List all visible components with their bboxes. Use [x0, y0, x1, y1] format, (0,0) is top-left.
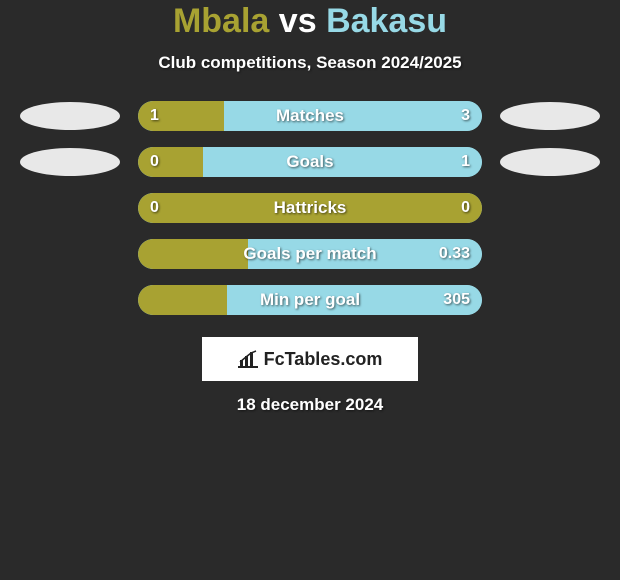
comparison-row: 0 Hattricks 0	[0, 193, 620, 223]
stat-value-p2: 0	[461, 199, 470, 217]
stat-value-p2: 3	[461, 107, 470, 125]
player2-name: Bakasu	[326, 2, 447, 40]
stat-label: Goals per match	[243, 244, 376, 264]
bar-fill-p1	[138, 147, 203, 177]
player1-badge	[20, 102, 120, 130]
date: 18 december 2024	[0, 395, 620, 415]
chart-icon	[238, 350, 258, 368]
subtitle: Club competitions, Season 2024/2025	[0, 53, 620, 73]
stat-value-p1: 1	[150, 107, 159, 125]
stat-label: Goals	[286, 152, 333, 172]
comparison-rows: 1 Matches 3 0 Goals 1 0 Hattricks 0 Goals per mat…	[0, 101, 620, 315]
comparison-row: Min per goal 305	[0, 285, 620, 315]
player2-badge	[500, 148, 600, 176]
bar-fill-p1	[138, 285, 227, 315]
stat-label: Matches	[276, 106, 344, 126]
stat-value-p2: 305	[443, 291, 470, 309]
stat-value-p2: 0.33	[439, 245, 470, 263]
comparison-row: 1 Matches 3	[0, 101, 620, 131]
player1-badge	[20, 148, 120, 176]
stat-label: Min per goal	[260, 290, 360, 310]
bar-fill-p2	[203, 147, 482, 177]
page-title: Mbala vs Bakasu	[0, 2, 620, 41]
stat-bar: Goals per match 0.33	[138, 239, 482, 269]
stat-value-p1: 0	[150, 153, 159, 171]
stat-value-p1: 0	[150, 199, 159, 217]
vs-text: vs	[279, 2, 317, 40]
logo-text: FcTables.com	[264, 349, 383, 370]
logo-box: FcTables.com	[202, 337, 418, 381]
bar-fill-p1	[138, 239, 248, 269]
player1-name: Mbala	[173, 2, 269, 40]
player2-badge	[500, 102, 600, 130]
stat-bar: Min per goal 305	[138, 285, 482, 315]
logo: FcTables.com	[238, 349, 383, 370]
stat-bar: 0 Hattricks 0	[138, 193, 482, 223]
bar-fill-p2	[224, 101, 482, 131]
stat-bar: 0 Goals 1	[138, 147, 482, 177]
stat-label: Hattricks	[274, 198, 347, 218]
stat-bar: 1 Matches 3	[138, 101, 482, 131]
stat-value-p2: 1	[461, 153, 470, 171]
comparison-row: 0 Goals 1	[0, 147, 620, 177]
comparison-row: Goals per match 0.33	[0, 239, 620, 269]
